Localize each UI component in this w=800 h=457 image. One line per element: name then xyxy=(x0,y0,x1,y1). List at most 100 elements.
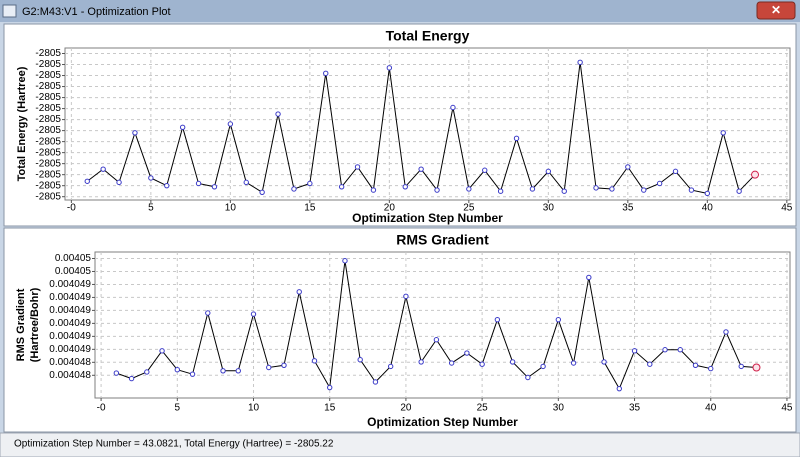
y-tick-label: -2805 xyxy=(35,59,61,70)
data-point xyxy=(372,379,379,385)
data-point xyxy=(641,187,647,193)
data-point xyxy=(561,188,567,194)
data-point xyxy=(672,168,679,175)
data-point xyxy=(144,369,150,375)
data-point xyxy=(479,361,485,367)
y-tick-label: 0.00405 xyxy=(55,266,92,277)
x-tick-label: 10 xyxy=(248,403,260,414)
data-point xyxy=(164,182,170,189)
data-point xyxy=(570,360,577,366)
chart-title: RMS Gradient xyxy=(396,232,489,248)
y-tick-label: -2805 xyxy=(35,114,61,125)
x-tick-label: 15 xyxy=(324,403,336,414)
x-tick-label: 30 xyxy=(543,203,555,214)
x-tick-label: -0 xyxy=(97,403,106,414)
data-point xyxy=(513,135,520,142)
data-point xyxy=(688,187,695,193)
data-point xyxy=(738,363,744,370)
y-tick-label: 0.004049 xyxy=(49,292,91,303)
data-point xyxy=(662,347,668,353)
data-point xyxy=(466,186,472,192)
y-tick-label: -2805 xyxy=(35,147,61,158)
y-axis-label: RMS Gradient xyxy=(15,288,27,361)
y-tick-label: -2805 xyxy=(35,136,61,147)
data-point xyxy=(370,187,377,193)
data-point xyxy=(509,359,516,365)
y-tick-label: 0.004049 xyxy=(49,344,91,355)
data-point xyxy=(323,70,329,77)
data-point xyxy=(751,170,760,179)
y-tick-label: -2805 xyxy=(35,180,61,191)
data-point xyxy=(307,180,313,187)
data-point xyxy=(708,365,714,372)
data-point xyxy=(205,310,211,316)
data-point xyxy=(418,166,424,172)
data-point xyxy=(132,130,138,136)
data-point xyxy=(540,363,546,370)
y-tick-label: 0.004049 xyxy=(49,305,91,316)
x-tick-label: 25 xyxy=(477,403,489,414)
x-tick-label: -0 xyxy=(67,203,76,214)
y-tick-label: 0.00405 xyxy=(55,253,92,264)
data-point xyxy=(128,375,135,382)
data-point xyxy=(403,293,409,300)
data-point xyxy=(174,367,181,373)
close-button[interactable] xyxy=(756,1,796,20)
data-point xyxy=(250,311,257,317)
close-icon: ✕ xyxy=(771,3,781,17)
data-point xyxy=(354,164,361,170)
x-tick-label: 45 xyxy=(781,203,793,214)
data-point xyxy=(235,368,241,374)
data-point xyxy=(555,316,562,323)
data-point xyxy=(593,185,599,191)
x-tick-label: 25 xyxy=(463,203,475,214)
data-point xyxy=(418,359,424,365)
data-point xyxy=(616,385,622,392)
data-point xyxy=(647,361,653,367)
data-point xyxy=(482,167,488,173)
x-tick-label: 35 xyxy=(622,203,634,214)
data-point xyxy=(631,348,638,354)
data-point xyxy=(586,274,592,281)
data-point xyxy=(338,184,345,190)
data-point xyxy=(434,187,440,193)
data-point xyxy=(625,164,631,170)
data-point xyxy=(243,179,249,186)
chart-title: Total Energy xyxy=(386,28,470,44)
y-axis-label: (Hartree/Bohr) xyxy=(29,287,41,362)
data-point xyxy=(656,180,663,187)
y-tick-label: 0.004049 xyxy=(49,279,91,290)
app-icon xyxy=(2,4,17,18)
y-tick-label: -2805 xyxy=(35,169,61,180)
data-point xyxy=(357,357,363,363)
data-point xyxy=(84,178,90,184)
data-point xyxy=(577,59,583,66)
data-point xyxy=(159,348,165,354)
x-tick-label: 5 xyxy=(175,403,181,414)
data-point xyxy=(296,289,302,295)
data-point xyxy=(275,111,281,117)
data-point xyxy=(609,186,615,192)
data-point xyxy=(189,371,196,377)
y-tick-label: -2805 xyxy=(35,103,61,114)
x-axis-label: Optimization Step Number xyxy=(352,211,503,225)
x-tick-label: 5 xyxy=(148,203,154,214)
y-tick-label: -2805 xyxy=(35,191,61,202)
data-point xyxy=(450,104,456,111)
data-point xyxy=(342,258,348,264)
data-point xyxy=(386,65,393,71)
y-tick-label: -2805 xyxy=(35,81,61,92)
data-point xyxy=(692,362,699,368)
x-tick-label: 30 xyxy=(553,403,565,414)
title-bar xyxy=(0,0,800,22)
data-point xyxy=(736,188,742,194)
data-point xyxy=(704,190,711,197)
x-tick-label: 15 xyxy=(304,203,316,214)
y-tick-label: 0.004048 xyxy=(49,370,91,381)
status-text: Optimization Step Number = 43.0821, Tota… xyxy=(14,439,334,450)
x-axis-label: Optimization Step Number xyxy=(367,415,518,429)
x-tick-label: 40 xyxy=(705,403,717,414)
data-point xyxy=(464,350,470,356)
data-point xyxy=(497,188,504,194)
